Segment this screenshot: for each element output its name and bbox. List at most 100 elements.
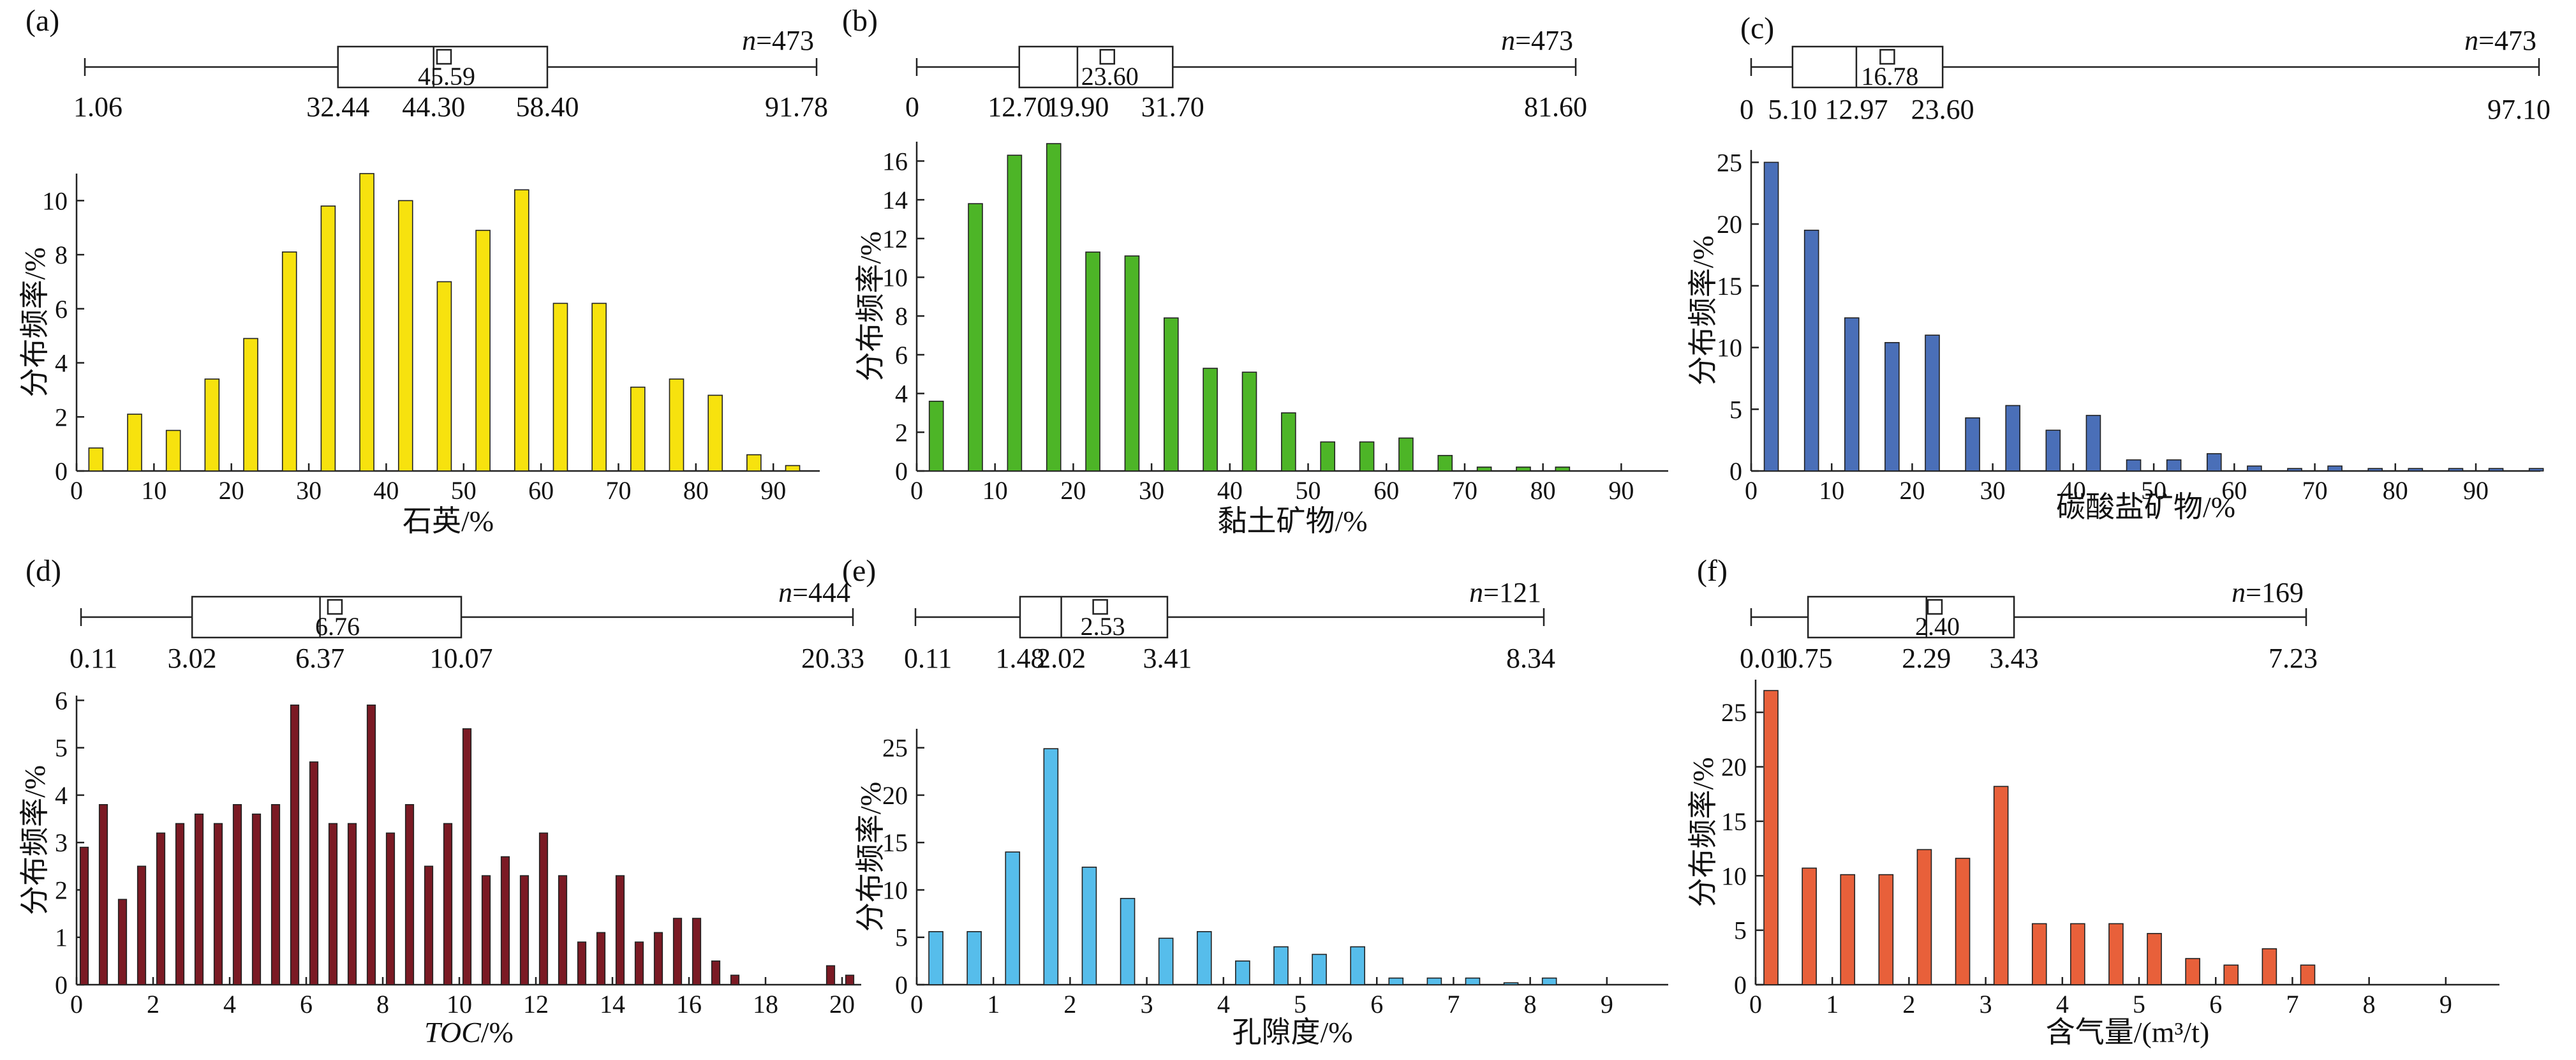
y-tick-label: 16 — [882, 147, 908, 175]
x-tick-label: 16 — [676, 990, 702, 1019]
histogram-bar — [2488, 468, 2504, 472]
histogram-bar — [98, 804, 108, 985]
y-tick-label: 0 — [895, 971, 908, 999]
box-median-label: 6.37 — [295, 643, 344, 674]
histogram-bar — [1007, 154, 1023, 472]
x-tick-label: 0 — [1745, 476, 1758, 505]
histogram-bar — [2367, 468, 2383, 472]
y-tick-label: 10 — [882, 876, 908, 904]
histogram-bar — [1803, 229, 1819, 472]
x-tick-label: 90 — [1608, 476, 1634, 505]
x-tick-label: 0 — [910, 990, 923, 1019]
histogram-bar — [1241, 371, 1257, 472]
histogram-bar — [1081, 867, 1097, 985]
box-mean-marker — [1099, 49, 1116, 65]
histogram-bar — [825, 965, 836, 985]
chart-panel-f: (f) 2.40 n=169 0.010.75 2.29 3.43 7.23 0 1 2 3 4 5 6 7… — [1687, 554, 2499, 1049]
x-tick-label: 3 — [1980, 990, 1992, 1019]
y-tick-label: 15 — [1717, 272, 1742, 301]
y-tick-label: 15 — [1721, 807, 1747, 836]
x-tick-label: 7 — [2286, 990, 2298, 1019]
histogram-bar — [630, 386, 646, 472]
histogram-bar — [117, 899, 128, 985]
x-tick-label: 0 — [910, 476, 923, 505]
x-axis-label: 碳酸盐矿物/% — [2056, 491, 2235, 523]
y-tick-label: 15 — [882, 828, 908, 857]
histogram-bar — [1555, 467, 1571, 472]
histogram-bar — [1388, 977, 1404, 985]
histogram-bar — [1164, 317, 1179, 472]
histogram-bar — [309, 761, 319, 985]
histogram-bar — [669, 378, 685, 472]
box-q1-label: 3.02 — [168, 643, 217, 674]
box-min-label: 0.11 — [904, 643, 952, 674]
histogram-bar — [1763, 690, 1779, 985]
histogram-bar — [1320, 441, 1336, 472]
y-axis-label: 分布频率/% — [854, 231, 887, 381]
histogram-bar — [165, 429, 181, 472]
x-tick-label: 60 — [2221, 476, 2247, 505]
x-tick-label: 8 — [376, 990, 389, 1019]
x-tick-label: 2 — [1902, 990, 1915, 1019]
histogram-bar — [281, 251, 297, 472]
y-tick-label: 4 — [55, 781, 68, 810]
y-tick-label: 25 — [1717, 148, 1742, 177]
x-tick-label: 9 — [1601, 990, 1613, 1019]
x-tick-label: 40 — [2061, 476, 2086, 505]
box-iqr — [191, 595, 463, 639]
box-median-label: 19.90 — [1046, 91, 1109, 123]
histogram-bar — [481, 875, 491, 985]
x-tick-label: 10 — [982, 476, 1008, 505]
histogram-bar — [232, 804, 242, 985]
box-mean-label: 2.40 — [1915, 612, 1960, 641]
x-tick-label: 9 — [2439, 990, 2452, 1019]
panel-label: (f) — [1697, 554, 1728, 588]
x-tick-label: 7 — [1447, 990, 1460, 1019]
histogram-bar — [2206, 453, 2222, 472]
y-tick-label: 5 — [1734, 916, 1747, 945]
histogram-bar — [2408, 468, 2424, 472]
histogram-bar — [1840, 874, 1856, 985]
y-tick-label: 20 — [1717, 210, 1742, 239]
histogram-bar — [1955, 858, 1971, 985]
x-tick-label: 10 — [141, 476, 167, 505]
y-tick-label: 25 — [882, 734, 908, 763]
x-tick-label: 50 — [2141, 476, 2166, 505]
histogram-bar — [785, 465, 801, 472]
sample-count: n=169 — [2232, 577, 2304, 608]
x-tick-label: 50 — [451, 476, 477, 505]
histogram-bar — [243, 338, 258, 472]
box-q3-label: 3.43 — [1990, 643, 2039, 674]
box-mean-marker — [1927, 599, 1943, 615]
histogram-bar — [2045, 429, 2061, 472]
box-max-label: 97.10 — [2487, 94, 2550, 125]
box-median-label: 44.30 — [402, 91, 465, 123]
y-tick-label: 2 — [55, 403, 68, 431]
histogram-bar — [1359, 441, 1375, 472]
y-tick-label: 8 — [895, 302, 908, 331]
histogram-bar — [615, 875, 625, 985]
x-tick-label: 10 — [447, 990, 472, 1019]
histogram-bar — [2085, 415, 2101, 472]
x-tick-label: 60 — [528, 476, 554, 505]
histogram-bar — [385, 832, 396, 985]
x-tick-label: 12 — [523, 990, 549, 1019]
histogram-bar — [730, 974, 740, 985]
histogram-bar — [1085, 251, 1100, 472]
y-axis-label: 分布频率/% — [854, 782, 887, 932]
histogram-bar — [746, 454, 762, 472]
box-min-label: 1.06 — [73, 91, 122, 123]
histogram-bar — [1993, 786, 2009, 985]
histogram-bar — [443, 823, 453, 985]
histogram-bar — [1203, 368, 1218, 472]
sample-count: n=444 — [778, 577, 850, 608]
box-q3-label: 31.70 — [1141, 91, 1204, 123]
box-mean-marker — [436, 49, 452, 65]
histogram-bar — [1273, 946, 1289, 985]
x-tick-label: 70 — [2302, 476, 2328, 505]
histogram-bar — [251, 813, 262, 985]
x-tick-label: 80 — [1530, 476, 1556, 505]
histogram-bar — [1124, 255, 1140, 472]
